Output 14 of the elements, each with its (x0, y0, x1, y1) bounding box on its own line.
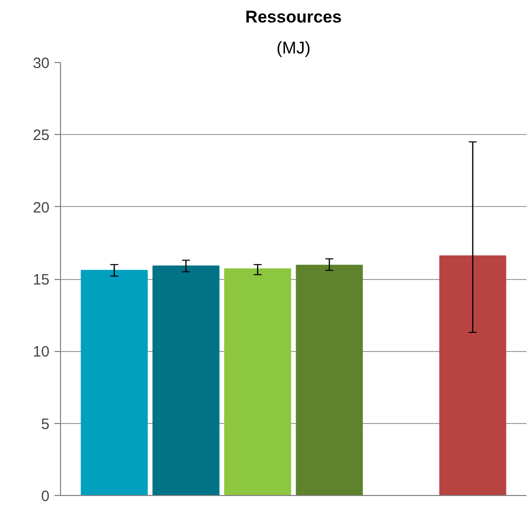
y-tick-label: 5 (41, 416, 50, 433)
y-tick-label: 25 (32, 127, 50, 144)
y-tick-label: 0 (41, 488, 50, 505)
y-tick-label: 30 (32, 55, 50, 72)
bar (439, 255, 506, 496)
bar (152, 266, 220, 496)
bar (224, 268, 292, 496)
bar (296, 264, 363, 496)
chart-title: Ressources (245, 8, 342, 26)
y-tick-label: 15 (32, 272, 50, 288)
y-tick-label: 20 (32, 199, 50, 216)
y-tick-label: 10 (32, 344, 50, 361)
bar (80, 270, 148, 496)
chart-subtitle: (MJ) (276, 38, 310, 58)
